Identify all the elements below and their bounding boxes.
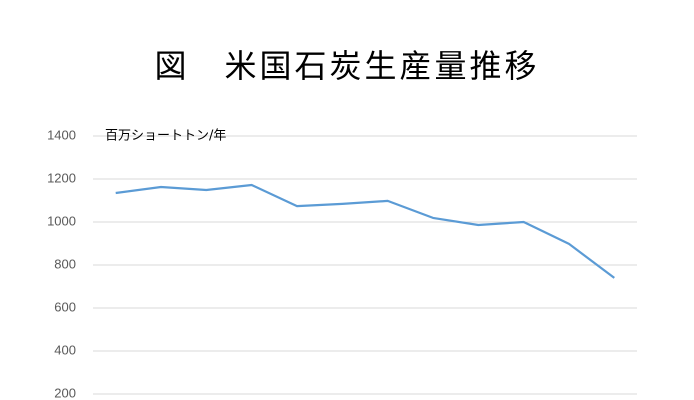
- y-tick-label: 1200: [47, 170, 76, 185]
- y-tick-label: 400: [54, 342, 76, 357]
- y-tick-label: 1000: [47, 213, 76, 228]
- chart-title: 図 米国石炭生産量推移: [154, 47, 539, 85]
- y-tick-label: 200: [54, 385, 76, 400]
- y-tick-label: 1400: [47, 127, 76, 142]
- unit-annotation: 百万ショートトン/年: [105, 129, 226, 144]
- y-tick-label: 600: [54, 299, 76, 314]
- y-tick-label: 800: [54, 256, 76, 271]
- data-line: [115, 183, 615, 279]
